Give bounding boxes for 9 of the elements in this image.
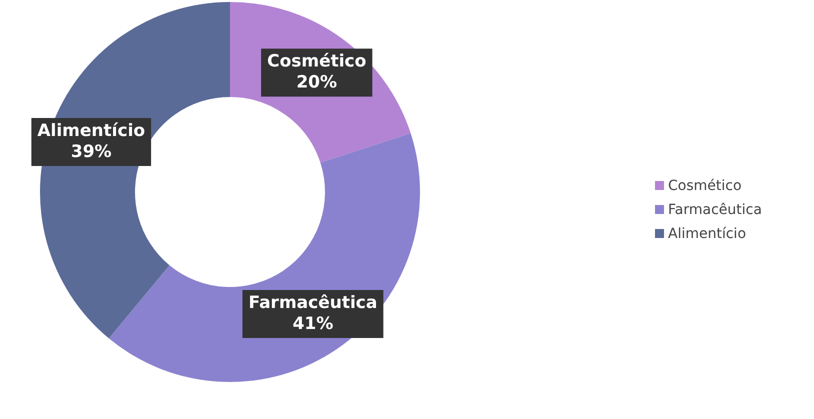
data-label: 39% bbox=[70, 142, 112, 162]
data-label: 20% bbox=[296, 72, 338, 93]
legend-label: Cosmético bbox=[668, 178, 742, 194]
data-label: 41% bbox=[292, 314, 334, 334]
slice-label: Cosmético bbox=[267, 52, 366, 72]
legend-label: Farmacêutica bbox=[668, 202, 762, 218]
slice-label: Alimentício bbox=[37, 120, 146, 141]
legend-label: Alimentício bbox=[668, 226, 746, 242]
slice-label: Farmacêutica bbox=[248, 292, 378, 313]
